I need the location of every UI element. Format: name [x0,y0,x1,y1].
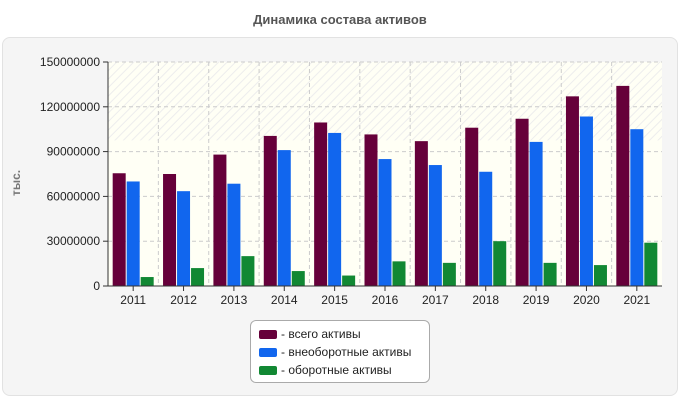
y-tick-label: 30000000 [47,234,101,248]
legend-item-current: - оборотные активы [259,361,429,379]
x-tick-label: 2013 [221,293,248,307]
bar [515,118,529,286]
bar [314,122,328,286]
legend-label-noncurrent: - внеоборотные активы [281,345,412,359]
legend-swatch-current [259,365,277,375]
bar [213,154,227,286]
x-tick-label: 2018 [472,293,499,307]
x-tick-label: 2015 [321,293,348,307]
bar [529,141,543,286]
x-tick-label: 2017 [422,293,449,307]
bar [342,275,356,286]
x-tick-label: 2012 [170,293,197,307]
bar [227,183,241,286]
bar [277,150,291,286]
x-tick-label: 2016 [372,293,399,307]
bar [493,241,507,286]
bar [565,96,579,286]
x-tick-label: 2014 [271,293,298,307]
bar [378,159,392,286]
bar [328,132,342,286]
legend-item-noncurrent: - внеоборотные активы [259,343,429,361]
chart-title: Динамика состава активов [253,12,427,27]
y-tick-label: 90000000 [47,145,101,159]
x-tick-label: 2011 [120,293,146,307]
y-tick-label: 60000000 [47,189,101,203]
bar [579,116,593,286]
bar [414,141,428,286]
bar [442,262,456,286]
bar [112,173,126,286]
bar [630,129,644,286]
legend-swatch-total [259,329,277,339]
y-tick-label: 0 [93,279,100,293]
bar [163,174,177,286]
bar [428,165,442,286]
bar [644,242,658,286]
legend-swatch-noncurrent [259,347,277,357]
y-tick-label: 120000000 [40,100,100,114]
y-tick-label: 150000000 [40,55,100,69]
bar [364,134,378,286]
bar [191,268,205,286]
legend-label-total: - всего активы [281,327,361,341]
bar [616,85,630,286]
legend-item-total: - всего активы [259,325,429,343]
bar [392,261,406,286]
legend-label-current: - оборотные активы [281,363,392,377]
bar [126,181,140,286]
bar [140,277,154,286]
x-tick-label: 2021 [623,293,650,307]
bar [593,265,607,286]
y-axis-label: тыс. [9,169,23,196]
bar [241,256,255,286]
bar [263,135,277,286]
bar [543,262,557,286]
chart-legend: - всего активы - внеоборотные активы - о… [250,320,430,383]
bar [479,171,493,286]
bar [291,271,305,286]
x-tick-label: 2020 [573,293,600,307]
bar [177,191,191,286]
bar [465,127,479,286]
x-tick-label: 2019 [523,293,550,307]
